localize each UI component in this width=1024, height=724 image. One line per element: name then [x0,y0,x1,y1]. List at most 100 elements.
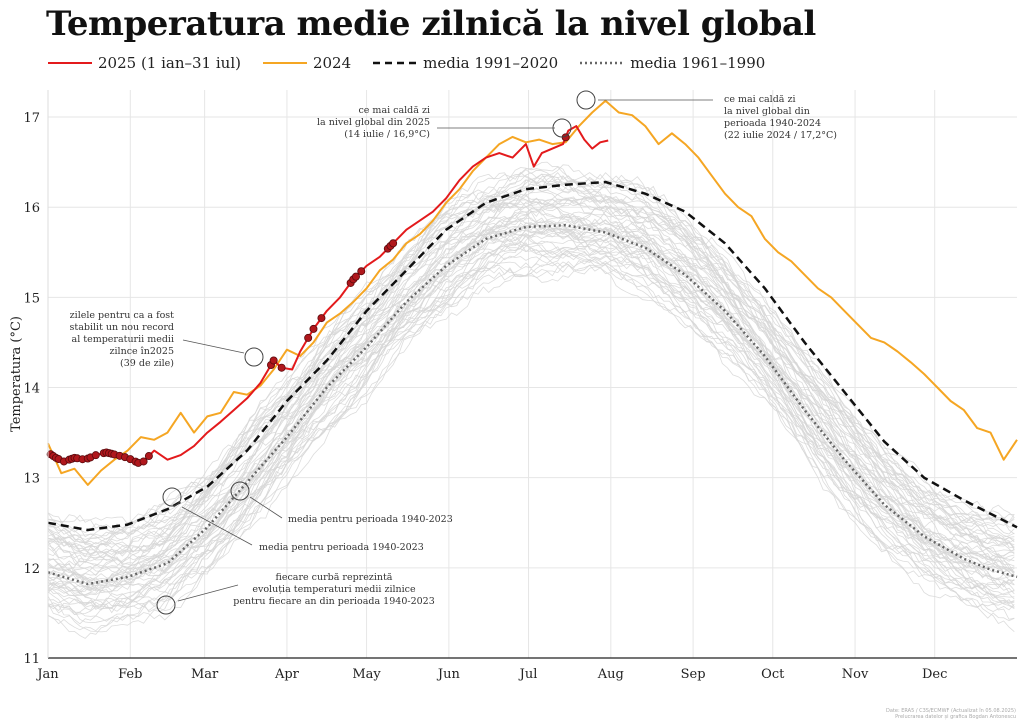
annotation-text-line: media pentru perioada 1940-2023 [288,514,453,525]
legend: 2025 (1 ian–31 iul) 2024 media 1991–2020… [48,54,787,72]
annotation-text-line: stabilit un nou record [70,322,174,333]
x-tick-label: Aug [597,667,624,682]
historical-year-line [47,240,1015,612]
series-line-2024 [47,99,1018,486]
historical-year-line [47,242,1015,614]
annotation-leader-line [182,339,245,354]
historical-year-line [47,195,1015,567]
historical-year-line [47,189,1015,564]
legend-item-mean-1991-2020: media 1991–2020 [373,54,558,72]
axis-layer: 11 12 13 14 15 16 17 Jan Feb Mar Apr May Jun Jul Aug Se… [9,90,1017,682]
credit: Date: ERA5 / C3S/ECMWF (Actualizat în 05… [886,708,1016,720]
historical-year-line [47,264,1015,639]
record-day-marker [139,457,148,466]
historical-year-line [47,228,1015,598]
x-tick-label: Jul [518,667,538,682]
annotation-leader-line [249,496,283,519]
chart-title: Temperatura medie zilnică la nivel globa… [46,4,816,44]
annotation-text-line: media pentru perioada 1940-2023 [259,542,424,553]
legend-label-2025: 2025 (1 ian–31 iul) [98,54,241,72]
historical-year-line [47,208,1015,574]
legend-item-2024: 2024 [262,54,352,72]
annotation-text-line: perioada 1940-2024 [724,118,821,129]
record-marker-layer [46,133,570,467]
record-day-marker [357,267,366,276]
series-line-mean-1991-2020 [47,180,1018,532]
y-axis-label: Temperatura (°C) [9,316,24,432]
record-day-marker [389,239,398,248]
y-tick-label: 15 [23,291,40,306]
historical-year-line [47,193,1015,576]
legend-swatch-2024 [262,62,307,64]
annotation-text-line: al temperaturii medii [72,334,174,345]
legend-label-mean-1961-1990: media 1961–1990 [630,54,766,72]
grid-layer [47,90,1017,659]
x-tick-label: Mar [191,667,219,682]
x-tick-label: Dec [922,667,947,682]
x-tick-label: Feb [118,667,142,682]
historical-year-line [47,188,1015,553]
legend-swatch-2025 [48,62,92,64]
annotation-text-line: (39 de zile) [120,358,174,369]
spaghetti-layer [47,161,1015,639]
annotation-text-line: zilele pentru ca a fost [70,310,175,321]
record-day-marker [277,363,286,372]
historical-year-line [47,169,1015,535]
credit-line-2: Prelucrarea datelor și grafica Bogdan An… [895,714,1016,720]
x-tick-label: Sep [681,667,706,682]
legend-label-2024: 2024 [312,54,352,72]
annotation-circle [230,481,250,501]
historical-year-line [47,253,1015,633]
historical-year-line [47,175,1015,548]
annotation-text-line: ce mai caldă zi [724,94,796,105]
annotation-circle [244,347,264,367]
annotation-text-line: (14 iulie / 16,9°C) [344,129,430,140]
annotation-leader-line [181,506,253,546]
annotation-circle [162,487,182,507]
annotation-circle [576,90,596,110]
y-tick-label: 11 [23,652,40,667]
x-tick-label: Oct [761,667,785,682]
annotation-text-line: fiecare curbă reprezintă [276,572,393,583]
record-day-marker [91,451,100,460]
historical-year-line [47,172,1015,550]
historical-year-line [47,196,1015,556]
annotation-text-line: pentru fiecare an din perioada 1940-2023 [233,596,435,607]
x-tick-label: May [352,667,381,682]
annotation-text-line: ce mai caldă zi [358,105,430,116]
record-day-marker [317,314,326,323]
x-tick-label: Jun [436,667,461,682]
annotation-text-line: la nivel global din [724,106,810,117]
historical-year-line [47,219,1015,588]
annotation-text-line: (22 iulie 2024 / 17,2°C) [724,130,837,141]
y-tick-label: 16 [23,201,40,216]
annotation-text-line: zilnce în2025 [110,346,175,357]
historical-year-line [47,229,1015,600]
annotation-circle [552,118,572,138]
x-tick-label: Nov [842,667,869,682]
record-day-marker [304,333,313,342]
credit-line-1: Date: ERA5 / C3S/ECMWF (Actualizat în 05… [886,708,1016,714]
historical-year-line [47,254,1015,613]
legend-item-mean-1961-1990: media 1961–1990 [580,54,765,72]
legend-item-2025: 2025 (1 ian–31 iul) [48,54,241,72]
y-tick-label: 13 [23,472,40,487]
annotation-circle [156,595,176,615]
record-day-marker [144,452,153,461]
annotation-text-line: la nivel global din 2025 [317,117,430,128]
legend-swatch-mean-1961-1990 [580,61,625,65]
historical-year-line [47,207,1015,583]
historical-year-line [47,218,1015,596]
historical-year-line [47,225,1015,609]
record-day-marker [269,356,278,365]
historical-year-line [47,195,1015,576]
legend-swatch-mean-1991-2020 [373,61,418,65]
y-tick-label: 17 [23,111,40,126]
historical-year-line [47,193,1015,552]
historical-year-line [47,223,1015,592]
record-day-marker [309,324,318,333]
annotation-text-line: evoluția temperaturi medii zilnice [252,584,416,595]
annotation-leader-line [177,584,239,602]
x-tick-label: Jan [35,667,59,682]
